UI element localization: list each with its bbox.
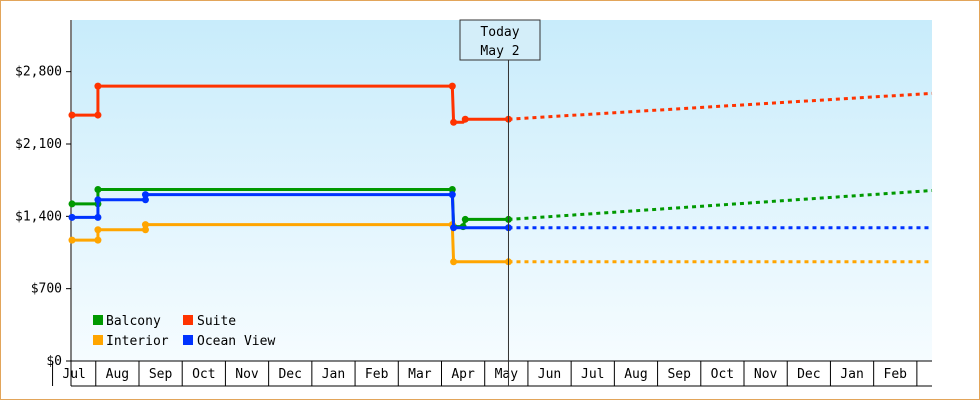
x-tick-label: Aug [106,367,129,382]
today-box [459,19,541,61]
x-tick-label: Oct [192,367,215,382]
y-tick-label: $1,400 [15,209,62,224]
data-point [448,185,456,193]
data-point [141,191,149,199]
data-point [461,215,469,223]
data-point [94,111,102,119]
x-tick-label: Nov [235,367,259,382]
x-tick-label: Jun [538,367,561,382]
legend-swatch-ocean-view [183,335,193,345]
today-label-line1: Today [480,25,519,40]
data-point [94,185,102,193]
y-tick-label: $2,800 [15,65,62,80]
y-axis: $0 $700 $1,400 $2,100 $2,800 [15,20,72,386]
x-tick-label: Oct [711,367,734,382]
data-point [68,213,76,221]
today-label-line2: May 2 [480,44,519,59]
x-tick-label: Jul [581,367,604,382]
data-point [68,200,76,208]
data-point [94,82,102,90]
data-point [448,191,456,199]
x-tick-label: Mar [408,367,432,382]
series-suite [68,82,933,126]
legend-swatch-interior [93,335,103,345]
data-point [450,258,458,266]
x-tick-label: Dec [278,367,301,382]
legend-swatch-suite [183,315,193,325]
series-interior [68,221,932,266]
x-tick-label: Sep [667,367,691,382]
data-point [94,236,102,244]
x-tick-label: Dec [797,367,820,382]
data-point [141,196,149,204]
series-ocean-view [68,191,932,232]
data-point [141,221,149,229]
legend-label-ocean-view: Ocean View [197,334,275,349]
y-tick-label: $700 [31,282,62,297]
series-projection-line [508,91,933,121]
x-tick-label: Apr [451,367,475,382]
x-tick-label: Feb [365,367,389,382]
data-point [94,226,102,234]
legend-label-suite: Suite [197,314,236,329]
today-marker: Today May 2 [459,19,541,386]
x-tick-label: Sep [149,367,173,382]
legend-label-interior: Interior [106,334,169,349]
data-point [450,224,458,232]
x-tick-label: Jan [322,367,345,382]
x-tick-label: Jul [62,367,85,382]
y-tick-label: $2,100 [15,137,62,152]
x-tick-label: Nov [754,367,778,382]
data-point [94,213,102,221]
series-layer [68,82,933,266]
x-tick-label: Feb [884,367,908,382]
x-tick-label: Jan [840,367,863,382]
y-tick-label: $0 [46,354,62,369]
legend-label-balcony: Balcony [106,314,161,329]
legend-swatch-balcony [93,315,103,325]
data-point [461,115,469,123]
data-point [68,111,76,119]
series-projection-line [508,189,933,221]
legend: Balcony Suite Interior Ocean View [93,314,275,349]
data-point [450,118,458,126]
data-point [448,82,456,90]
x-tick-label: May [495,367,519,382]
x-tick-label: Aug [624,367,647,382]
data-point [94,196,102,204]
data-point [141,226,149,234]
x-axis: Jul Aug Sep Oct Nov Dec Jan Feb Mar Apr May Jun Jul A… [52,360,932,387]
data-point [68,236,76,244]
